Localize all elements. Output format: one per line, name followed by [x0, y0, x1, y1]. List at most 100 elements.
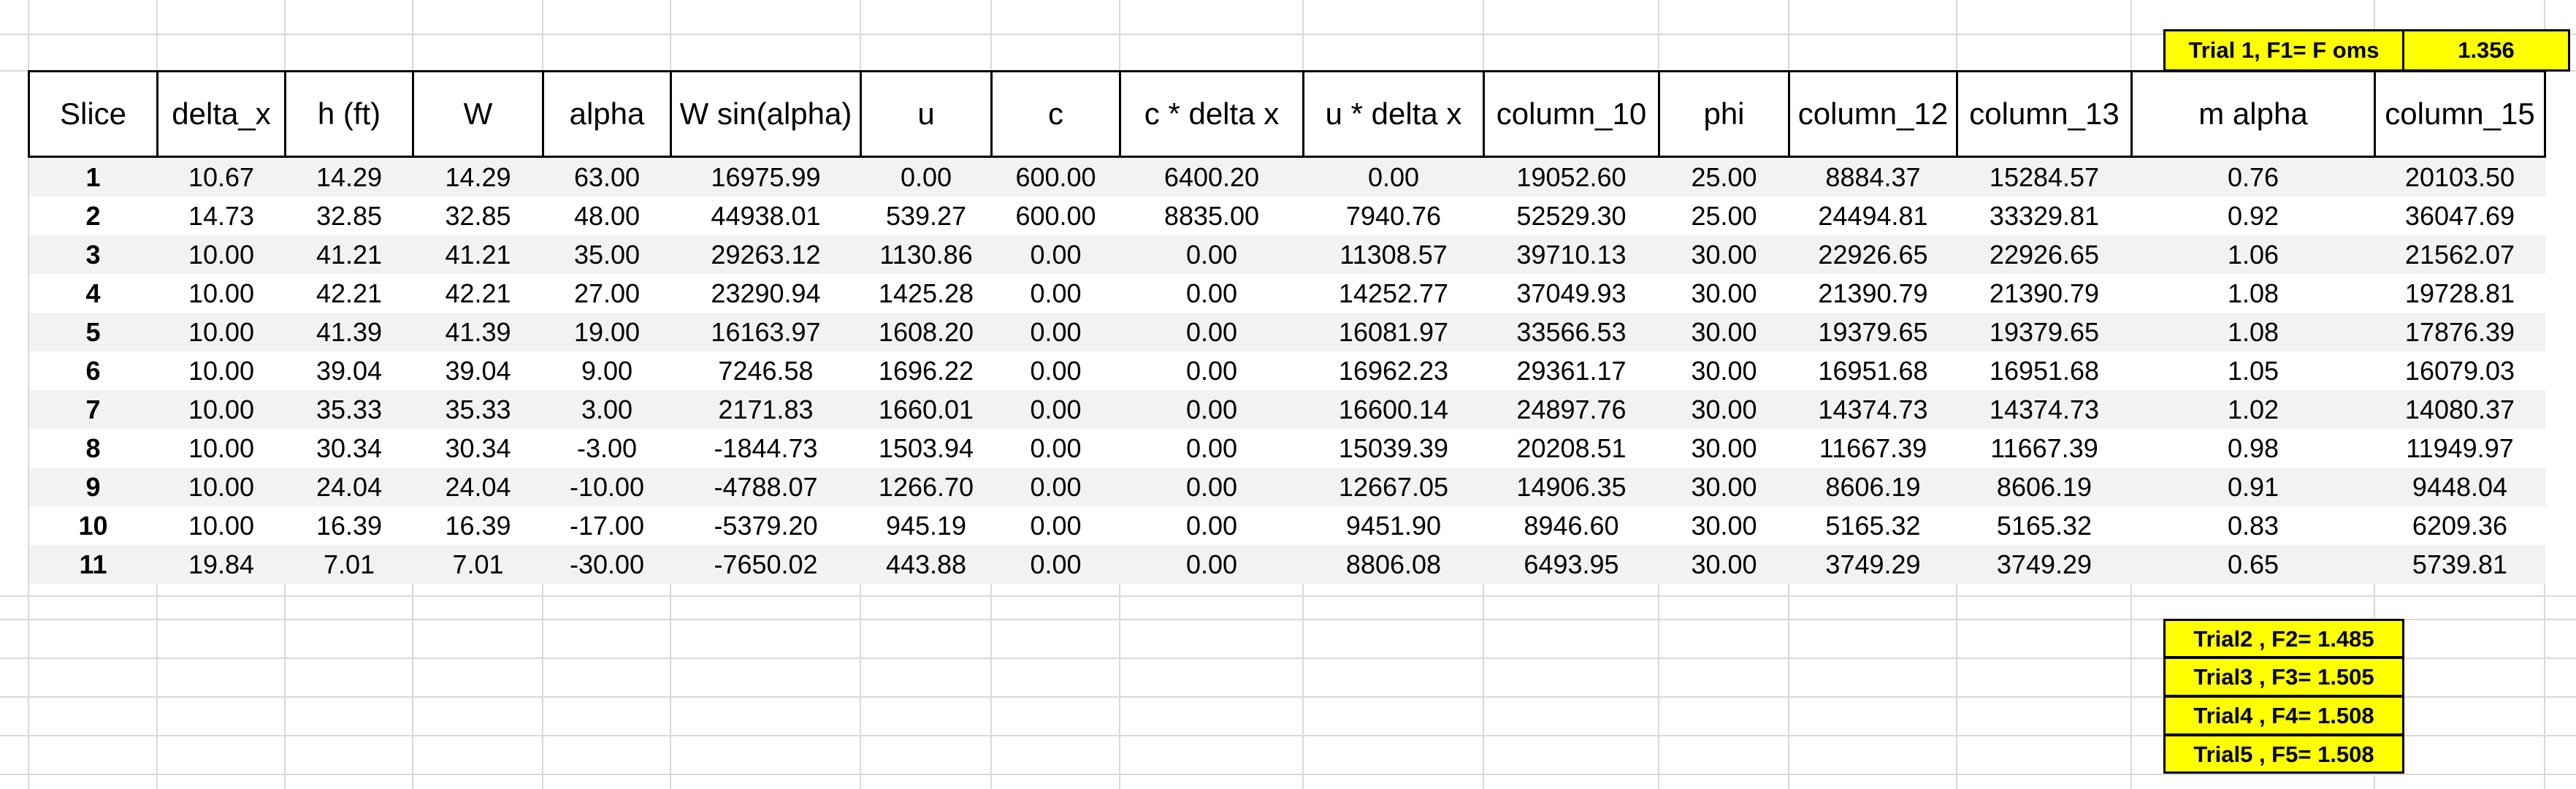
- data-cell[interactable]: 42.21: [285, 274, 413, 313]
- data-cell[interactable]: 16962.23: [1303, 351, 1484, 390]
- data-cell[interactable]: 30.34: [413, 429, 543, 468]
- data-cell[interactable]: -30.00: [543, 545, 671, 584]
- data-cell[interactable]: 1.02: [2131, 390, 2375, 429]
- slice-number-cell[interactable]: 2: [28, 197, 158, 235]
- data-cell[interactable]: 0.00: [991, 468, 1120, 506]
- slice-number-cell[interactable]: 1: [28, 156, 158, 197]
- column-header[interactable]: phi: [1658, 70, 1790, 158]
- data-cell[interactable]: 15284.57: [1957, 156, 2132, 197]
- column-header[interactable]: column_13: [1956, 70, 2133, 158]
- data-cell[interactable]: -4788.07: [670, 468, 861, 506]
- data-cell[interactable]: 0.00: [1120, 545, 1304, 584]
- data-cell[interactable]: 35.33: [413, 390, 543, 429]
- data-cell[interactable]: 6209.36: [2374, 506, 2545, 545]
- slice-number-cell[interactable]: 7: [28, 390, 158, 429]
- data-cell[interactable]: 2171.83: [670, 390, 861, 429]
- data-cell[interactable]: 16.39: [413, 506, 543, 545]
- data-cell[interactable]: 19.84: [157, 545, 286, 584]
- data-cell[interactable]: 30.00: [1659, 351, 1789, 390]
- data-cell[interactable]: 52529.30: [1483, 197, 1659, 235]
- data-cell[interactable]: 0.00: [991, 506, 1120, 545]
- data-cell[interactable]: 0.00: [1120, 235, 1304, 274]
- data-cell[interactable]: 14374.73: [1789, 390, 1957, 429]
- slice-number-cell[interactable]: 4: [28, 274, 158, 313]
- data-cell[interactable]: 16.39: [285, 506, 413, 545]
- data-cell[interactable]: 32.85: [285, 197, 413, 235]
- data-cell[interactable]: 539.27: [860, 197, 992, 235]
- data-cell[interactable]: 0.00: [991, 235, 1120, 274]
- data-cell[interactable]: 0.00: [991, 351, 1120, 390]
- column-header[interactable]: c * delta x: [1119, 70, 1304, 158]
- data-cell[interactable]: 25.00: [1659, 197, 1789, 235]
- data-cell[interactable]: 0.00: [860, 156, 992, 197]
- column-header[interactable]: c: [990, 70, 1121, 158]
- data-cell[interactable]: 30.00: [1659, 429, 1789, 468]
- data-cell[interactable]: 0.00: [1120, 351, 1304, 390]
- data-cell[interactable]: 14906.35: [1483, 468, 1659, 506]
- slice-number-cell[interactable]: 11: [28, 545, 158, 584]
- data-cell[interactable]: 10.67: [157, 156, 286, 197]
- data-cell[interactable]: 30.00: [1659, 468, 1789, 506]
- data-cell[interactable]: 1503.94: [860, 429, 992, 468]
- data-cell[interactable]: 3749.29: [1789, 545, 1957, 584]
- data-cell[interactable]: 0.00: [991, 274, 1120, 313]
- data-cell[interactable]: 1660.01: [860, 390, 992, 429]
- data-cell[interactable]: 0.92: [2131, 197, 2375, 235]
- data-cell[interactable]: 0.00: [1120, 468, 1304, 506]
- data-cell[interactable]: 16975.99: [670, 156, 861, 197]
- data-cell[interactable]: 443.88: [860, 545, 992, 584]
- data-cell[interactable]: 39.04: [285, 351, 413, 390]
- data-cell[interactable]: 5165.32: [1789, 506, 1957, 545]
- data-cell[interactable]: 1.05: [2131, 351, 2375, 390]
- data-cell[interactable]: 37049.93: [1483, 274, 1659, 313]
- data-cell[interactable]: 22926.65: [1789, 235, 1957, 274]
- column-header[interactable]: W: [412, 70, 544, 158]
- data-cell[interactable]: 1608.20: [860, 313, 992, 351]
- data-cell[interactable]: 16081.97: [1303, 313, 1484, 351]
- data-cell[interactable]: 16951.68: [1789, 351, 1957, 390]
- slice-number-cell[interactable]: 10: [28, 506, 158, 545]
- data-cell[interactable]: 0.00: [991, 390, 1120, 429]
- data-cell[interactable]: 5165.32: [1957, 506, 2132, 545]
- data-cell[interactable]: 0.83: [2131, 506, 2375, 545]
- data-cell[interactable]: 1130.86: [860, 235, 992, 274]
- data-cell[interactable]: 0.00: [1120, 429, 1304, 468]
- data-cell[interactable]: 35.00: [543, 235, 671, 274]
- data-cell[interactable]: -3.00: [543, 429, 671, 468]
- data-cell[interactable]: 42.21: [413, 274, 543, 313]
- data-cell[interactable]: 8946.60: [1483, 506, 1659, 545]
- data-cell[interactable]: 17876.39: [2374, 313, 2545, 351]
- data-cell[interactable]: 1.08: [2131, 274, 2375, 313]
- data-cell[interactable]: 21390.79: [1789, 274, 1957, 313]
- data-cell[interactable]: 12667.05: [1303, 468, 1484, 506]
- slice-number-cell[interactable]: 8: [28, 429, 158, 468]
- data-cell[interactable]: -5379.20: [670, 506, 861, 545]
- data-cell[interactable]: 14252.77: [1303, 274, 1484, 313]
- data-cell[interactable]: 19.00: [543, 313, 671, 351]
- data-cell[interactable]: 19728.81: [2374, 274, 2545, 313]
- data-cell[interactable]: 3749.29: [1957, 545, 2132, 584]
- column-header[interactable]: column_15: [2374, 70, 2546, 158]
- data-cell[interactable]: 16600.14: [1303, 390, 1484, 429]
- data-cell[interactable]: 25.00: [1659, 156, 1789, 197]
- data-cell[interactable]: 9448.04: [2374, 468, 2545, 506]
- data-cell[interactable]: 14.29: [285, 156, 413, 197]
- column-header[interactable]: m alpha: [2130, 70, 2376, 158]
- trial1-value-cell[interactable]: 1.356: [2402, 29, 2570, 72]
- data-cell[interactable]: 30.00: [1659, 506, 1789, 545]
- data-cell[interactable]: 7940.76: [1303, 197, 1484, 235]
- data-cell[interactable]: 48.00: [543, 197, 671, 235]
- data-cell[interactable]: 10.00: [157, 390, 286, 429]
- data-cell[interactable]: 11667.39: [1957, 429, 2132, 468]
- data-cell[interactable]: -17.00: [543, 506, 671, 545]
- data-cell[interactable]: 0.00: [1120, 390, 1304, 429]
- data-cell[interactable]: 10.00: [157, 351, 286, 390]
- data-cell[interactable]: 19052.60: [1483, 156, 1659, 197]
- data-cell[interactable]: 1696.22: [860, 351, 992, 390]
- slice-number-cell[interactable]: 9: [28, 468, 158, 506]
- data-cell[interactable]: 27.00: [543, 274, 671, 313]
- data-cell[interactable]: 21390.79: [1957, 274, 2132, 313]
- column-header[interactable]: alpha: [542, 70, 672, 158]
- data-cell[interactable]: 9451.90: [1303, 506, 1484, 545]
- column-header[interactable]: u: [860, 70, 993, 158]
